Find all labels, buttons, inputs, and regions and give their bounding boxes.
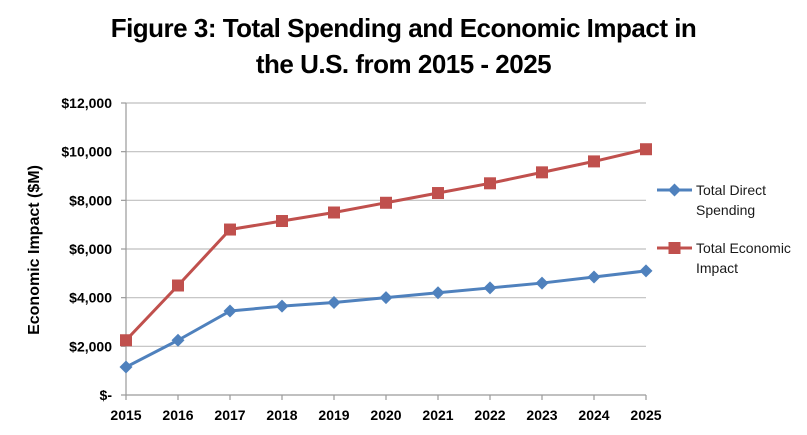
y-tick-label: $6,000 bbox=[69, 241, 112, 257]
data-point-square bbox=[432, 187, 444, 200]
y-tick-label: $4,000 bbox=[69, 290, 112, 306]
gridlines bbox=[126, 102, 646, 347]
data-point-square bbox=[484, 177, 496, 190]
data-point-diamond bbox=[275, 299, 289, 313]
x-tick-label: 2019 bbox=[318, 407, 349, 423]
data-point-diamond bbox=[639, 264, 653, 278]
series bbox=[119, 143, 653, 374]
chart-title-line-1: Figure 3: Total Spending and Economic Im… bbox=[110, 13, 697, 43]
y-tick-label: $10,000 bbox=[61, 144, 112, 160]
y-tick-label: $2,000 bbox=[69, 338, 112, 354]
data-point-diamond bbox=[327, 296, 341, 310]
x-tick-label: 2025 bbox=[630, 407, 661, 423]
x-tick-label: 2016 bbox=[162, 407, 193, 423]
legend-item: Total Economic Impact bbox=[657, 240, 791, 276]
data-point-diamond bbox=[587, 270, 601, 284]
data-point-diamond bbox=[223, 304, 237, 318]
data-point-diamond bbox=[379, 291, 393, 305]
legend-marker-diamond bbox=[668, 183, 681, 197]
x-tick-label: 2022 bbox=[474, 407, 505, 423]
series-total-direct-spending bbox=[119, 264, 653, 374]
legend-marker-square bbox=[668, 242, 681, 254]
data-point-square bbox=[536, 166, 548, 179]
y-tick-labels: $- $2,000 $4,000 $6,000 $8,000 $10,000 $12,000 bbox=[61, 95, 112, 403]
x-tick-labels: 2015 2016 2017 2018 2019 2020 2021 2022 2023 2024… bbox=[110, 407, 661, 423]
x-tick-label: 2021 bbox=[422, 407, 453, 423]
series-line bbox=[125, 269, 647, 369]
axes bbox=[121, 102, 647, 400]
x-tick-label: 2015 bbox=[110, 407, 141, 423]
data-point-square bbox=[224, 223, 236, 236]
data-point-square bbox=[120, 334, 132, 347]
data-point-diamond bbox=[171, 333, 185, 347]
x-tick-label: 2018 bbox=[266, 407, 297, 423]
series-total-economic-impact bbox=[120, 143, 652, 347]
data-point-square bbox=[588, 155, 600, 168]
y-tick-label: $- bbox=[100, 387, 113, 403]
legend: Total Direct Spending Total Economic Impact bbox=[657, 182, 791, 276]
data-point-square bbox=[276, 215, 288, 228]
legend-label: Total Direct bbox=[696, 182, 766, 198]
legend-label: Spending bbox=[696, 202, 755, 218]
series-line bbox=[124, 147, 647, 342]
y-axis-title: Economic Impact ($M) bbox=[26, 165, 43, 335]
x-tick-label: 2023 bbox=[526, 407, 557, 423]
legend-label: Total Economic bbox=[696, 240, 791, 256]
chart-title-line-2: the U.S. from 2015 - 2025 bbox=[255, 49, 552, 79]
y-tick-label: $12,000 bbox=[61, 95, 112, 111]
data-point-square bbox=[640, 143, 652, 156]
legend-item: Total Direct Spending bbox=[657, 182, 766, 218]
x-tick-label: 2024 bbox=[578, 407, 609, 423]
chart-title: Figure 3: Total Spending and Economic Im… bbox=[0, 10, 807, 82]
data-point-diamond bbox=[119, 360, 133, 374]
legend-label: Impact bbox=[696, 260, 738, 276]
data-point-square bbox=[380, 196, 392, 209]
x-tick-label: 2017 bbox=[214, 407, 245, 423]
y-tick-label: $8,000 bbox=[69, 192, 112, 208]
data-point-square bbox=[328, 206, 340, 219]
data-point-diamond bbox=[431, 286, 445, 300]
x-tick-label: 2020 bbox=[370, 407, 401, 423]
data-point-diamond bbox=[535, 276, 549, 290]
data-point-diamond bbox=[483, 281, 497, 295]
data-point-square bbox=[172, 279, 184, 292]
